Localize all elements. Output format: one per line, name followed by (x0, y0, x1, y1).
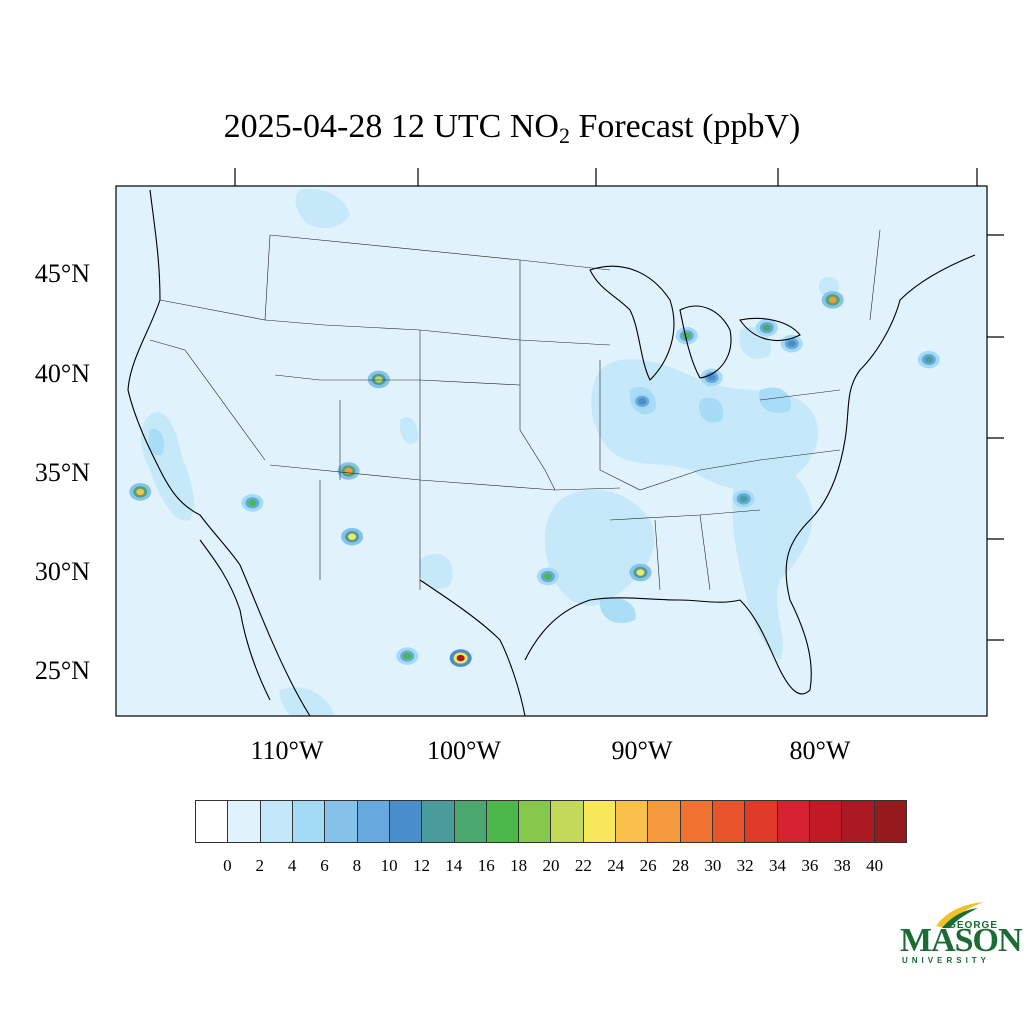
colorbar-tick-label: 24 (607, 856, 625, 875)
colorbar-cell (292, 801, 326, 842)
colorbar (195, 800, 907, 843)
colorbar-cell (325, 801, 358, 842)
colorbar-tick-label: 40 (866, 856, 884, 875)
lat-label-30: 30°N (34, 557, 90, 586)
colorbar-cell (680, 801, 713, 842)
colorbar-tick-label: 28 (671, 856, 689, 875)
map-boundaries (127, 189, 976, 716)
colorbar-tick-label: 4 (287, 856, 297, 875)
right-ticks (987, 234, 1004, 641)
lon-label-110w: 110°W (250, 736, 324, 765)
lat-label-25: 25°N (34, 656, 90, 685)
lat-label-45: 45°N (34, 259, 90, 288)
concentration-patches-mid (148, 386, 791, 624)
colorbar-cell (389, 801, 423, 842)
colorbar-tick-label: 2 (255, 856, 264, 875)
lon-label-80w: 80°W (789, 736, 851, 765)
colorbar-tick-label: 32 (736, 856, 754, 875)
colorbar-cell (357, 801, 390, 842)
hotspot (543, 573, 552, 580)
colorbar-tick-label: 22 (574, 856, 592, 875)
logo-george: GEORGE (948, 920, 998, 931)
hotspot (62, 412, 76, 423)
hotspot (58, 213, 80, 231)
colorbar-tick-label: 8 (352, 856, 362, 875)
hotspot (403, 652, 412, 660)
no2-forecast-map (58, 160, 1004, 717)
hotspot (65, 219, 73, 225)
colorbar-tick-label: 12 (413, 856, 431, 875)
colorbar-tick-label: 16 (477, 856, 495, 875)
lon-label-90w: 90°W (611, 736, 673, 765)
colorbar-cell (745, 801, 778, 842)
top-ticks (234, 168, 978, 186)
colorbar-cell (260, 801, 293, 842)
colorbar-cell (422, 801, 455, 842)
colorbar-tick-label: 6 (320, 856, 329, 875)
colorbar-cell (454, 801, 487, 842)
hotspot (762, 324, 771, 331)
colorbar-cell (486, 801, 520, 842)
hotspot (456, 654, 465, 662)
colorbar-cell (583, 801, 617, 842)
hotspot (638, 398, 647, 405)
colorbar-tick-label: 26 (639, 856, 657, 875)
hotspot (136, 488, 145, 496)
colorbar-tick-label: 36 (801, 856, 819, 875)
colorbar-tick-label: 10 (380, 856, 398, 875)
lat-label-35: 35°N (34, 458, 90, 487)
colorbar-cell (777, 801, 810, 842)
hotspot (284, 165, 292, 171)
logo-university: UNIVERSITY (902, 956, 991, 965)
colorbar-cell (616, 801, 649, 842)
colorbar-tick-label: 20 (542, 856, 560, 875)
colorbar-cell (648, 801, 681, 842)
hotspot (682, 332, 691, 339)
colorbar-cell (519, 801, 552, 842)
state-borders (149, 229, 881, 591)
colorbar-tick-label: 14 (445, 856, 463, 875)
hotspot (281, 163, 295, 174)
lon-label-100w: 100°W (427, 736, 501, 765)
gmu-logo: GEORGE MASON UNIVERSITY (898, 896, 1023, 970)
colorbar-cell (551, 801, 584, 842)
hotspot (248, 499, 257, 507)
colorbar-cell (809, 801, 843, 842)
hotspot (924, 356, 933, 363)
hotspot (707, 374, 716, 381)
hotspots-layer (58, 160, 940, 667)
colorbar-tick-label: 30 (704, 856, 722, 875)
hotspot (787, 340, 796, 347)
colorbar-tick-label: 0 (223, 856, 232, 875)
lat-label-40: 40°N (34, 359, 90, 388)
hotspot (828, 296, 837, 304)
map-background (116, 186, 987, 716)
hotspot (65, 414, 73, 420)
swoosh-icon (936, 902, 984, 928)
colorbar-cell (713, 801, 746, 842)
colorbar-tick-label: 38 (833, 856, 851, 875)
colorbar-cell (874, 801, 906, 842)
hotspot (636, 569, 645, 576)
hotspot (374, 376, 383, 383)
hotspot (277, 160, 299, 178)
logo-mason: MASON (900, 922, 1023, 959)
hotspot (348, 533, 357, 540)
map-frame (115, 185, 988, 717)
colorbar-tick-label: 34 (769, 856, 787, 875)
map-title: 2025-04-28 12 UTC NO2 Forecast (ppbV) (223, 108, 801, 148)
colorbar-tick-label: 18 (510, 856, 528, 875)
hotspot (62, 217, 76, 228)
colorbar-cell (196, 801, 229, 842)
hotspot (739, 495, 748, 503)
colorbar-cell (842, 801, 875, 842)
colorbar-cell (228, 801, 261, 842)
hotspot (58, 408, 80, 426)
